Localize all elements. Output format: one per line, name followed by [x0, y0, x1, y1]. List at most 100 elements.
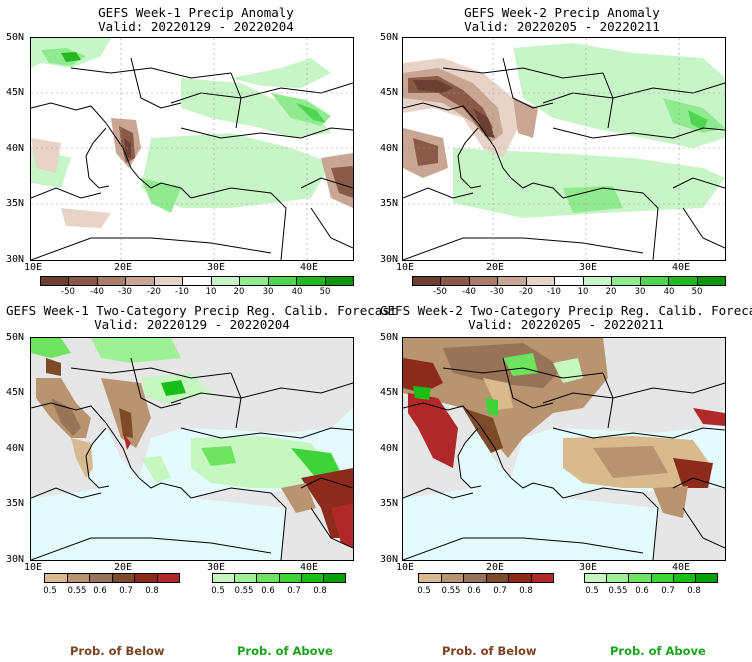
colorbar-label: 0.5 — [417, 586, 431, 596]
colorbar-swatch — [183, 277, 212, 285]
colorbar-swatch — [464, 574, 487, 582]
colorbar-swatch — [41, 277, 70, 285]
title-line-1: GEFS Week-2 Two-Category Precip Reg. Cal… — [380, 303, 752, 318]
lat-label: 40N — [380, 143, 399, 154]
colorbar-swatch — [607, 574, 630, 582]
colorbar-swatch — [112, 574, 135, 582]
title-line-2: Valid: 20220205 - 20220211 — [464, 19, 660, 34]
lat-label: 30N — [6, 554, 25, 565]
lat-label: 45N — [6, 87, 25, 98]
colorbar-swatch — [235, 574, 258, 582]
anomaly-colorbar — [412, 276, 726, 286]
lon-label: 20E — [486, 562, 505, 573]
lon-label: 20E — [114, 262, 133, 273]
colorbar-label: 0.6 — [261, 586, 275, 596]
colorbar-label: 20 — [233, 287, 245, 297]
colorbar-label: 20 — [605, 287, 617, 297]
lat-label: 50N — [6, 32, 25, 43]
colorbar-swatch — [268, 277, 298, 285]
title-line-2: Valid: 20220205 - 20220211 — [468, 317, 664, 332]
lon-label: 10E — [24, 562, 43, 573]
colorbar-label: 0.8 — [687, 586, 701, 596]
colorbar-swatch — [45, 574, 68, 582]
colorbar-label: 30 — [262, 287, 274, 297]
colorbar-swatch — [441, 574, 464, 582]
colorbar-swatch — [509, 574, 532, 582]
panel-title: GEFS Week-1 Precip Anomaly Valid: 202201… — [38, 6, 354, 34]
colorbar-swatch — [325, 277, 353, 285]
colorbar-label: 0.8 — [313, 586, 327, 596]
lon-label: 10E — [396, 562, 415, 573]
colorbar-swatch — [135, 574, 158, 582]
probability-map — [402, 337, 726, 561]
colorbar-swatch — [673, 574, 696, 582]
lon-label: 20E — [486, 262, 505, 273]
colorbar-label: 0.7 — [119, 586, 133, 596]
colorbar-swatch — [213, 574, 236, 582]
colorbar-label: 10 — [205, 287, 217, 297]
colorbar-swatch — [419, 574, 442, 582]
colorbar-label: 0.8 — [519, 586, 533, 596]
colorbar-swatch — [67, 574, 90, 582]
panel-title: GEFS Week-2 Precip Anomaly Valid: 202202… — [404, 6, 720, 34]
colorbar-swatch — [526, 277, 556, 285]
colorbar-swatch — [612, 277, 641, 285]
colorbar-swatch — [90, 574, 113, 582]
colorbar-swatch — [257, 574, 280, 582]
lat-label: 45N — [6, 387, 25, 398]
prob-above-label: Prob. of Above — [237, 644, 333, 658]
colorbar-label: -20 — [147, 287, 161, 297]
colorbar-label: -10 — [547, 287, 561, 297]
title-line-2: Valid: 20220129 - 20220204 — [98, 19, 294, 34]
colorbar-label: 0.5 — [211, 586, 225, 596]
anomaly-map — [402, 37, 726, 261]
lon-label: 30E — [207, 562, 226, 573]
colorbar-label: -50 — [433, 287, 447, 297]
colorbar-swatch — [301, 574, 324, 582]
colorbar-swatch — [669, 277, 698, 285]
lat-label: 40N — [6, 443, 25, 454]
colorbar-swatch — [629, 574, 652, 582]
lat-label: 35N — [380, 198, 399, 209]
lat-label: 50N — [380, 332, 399, 343]
colorbar-label: 0.55 — [608, 586, 628, 596]
lat-label: 30N — [6, 254, 25, 265]
prob-above-label: Prob. of Above — [610, 644, 706, 658]
colorbar-label: 0.55 — [441, 586, 461, 596]
colorbar-label: 40 — [291, 287, 303, 297]
lon-label: 40E — [300, 562, 319, 573]
colorbar-swatch — [323, 574, 346, 582]
lat-label: 35N — [6, 198, 25, 209]
colorbar-label: 10 — [577, 287, 589, 297]
colorbar-label: 0.6 — [467, 586, 481, 596]
colorbar-swatch — [211, 277, 241, 285]
lon-label: 30E — [579, 262, 598, 273]
panel-title: GEFS Week-2 Two-Category Precip Reg. Cal… — [380, 304, 752, 332]
title-line-2: Valid: 20220129 - 20220204 — [94, 317, 290, 332]
title-line-1: GEFS Week-1 Two-Category Precip Reg. Cal… — [6, 303, 398, 318]
colorbar-swatch — [531, 574, 553, 582]
colorbar-label: 0.6 — [93, 586, 107, 596]
lat-label: 50N — [6, 332, 25, 343]
lon-label: 40E — [300, 262, 319, 273]
colorbar-swatch — [469, 277, 499, 285]
colorbar-label: 30 — [634, 287, 646, 297]
title-line-1: GEFS Week-2 Precip Anomaly — [464, 5, 660, 20]
colorbar-swatch — [297, 277, 326, 285]
colorbar-label: 0.55 — [67, 586, 87, 596]
colorbar-label: -10 — [175, 287, 189, 297]
colorbar-swatch — [126, 277, 155, 285]
colorbar-label: 0.5 — [585, 586, 599, 596]
colorbar-label: 50 — [691, 287, 703, 297]
colorbar-swatch — [498, 277, 527, 285]
lat-label: 30N — [380, 554, 399, 565]
lat-label: 30N — [380, 254, 399, 265]
colorbar-label: -30 — [118, 287, 132, 297]
colorbar-label: 0.7 — [287, 586, 301, 596]
colorbar-swatch — [583, 277, 613, 285]
colorbar-swatch — [640, 277, 670, 285]
colorbar-swatch — [157, 574, 179, 582]
colorbar-swatch — [279, 574, 302, 582]
lon-label: 10E — [396, 262, 415, 273]
colorbar-swatch — [555, 277, 584, 285]
